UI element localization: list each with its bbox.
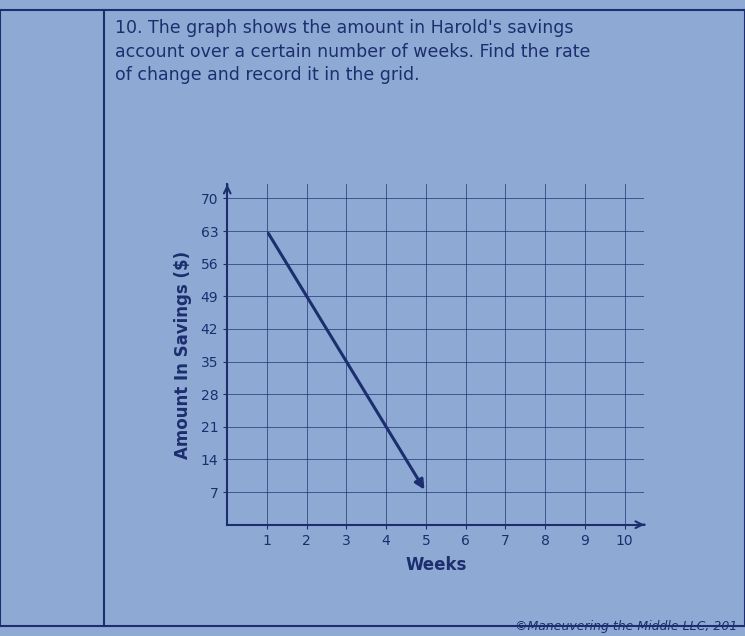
Y-axis label: Amount In Savings ($): Amount In Savings ($) <box>174 251 192 459</box>
Text: 10. The graph shows the amount in Harold's savings
account over a certain number: 10. The graph shows the amount in Harold… <box>115 19 591 85</box>
X-axis label: Weeks: Weeks <box>405 556 466 574</box>
Text: ©Maneuvering the Middle LLC, 201: ©Maneuvering the Middle LLC, 201 <box>516 620 738 633</box>
